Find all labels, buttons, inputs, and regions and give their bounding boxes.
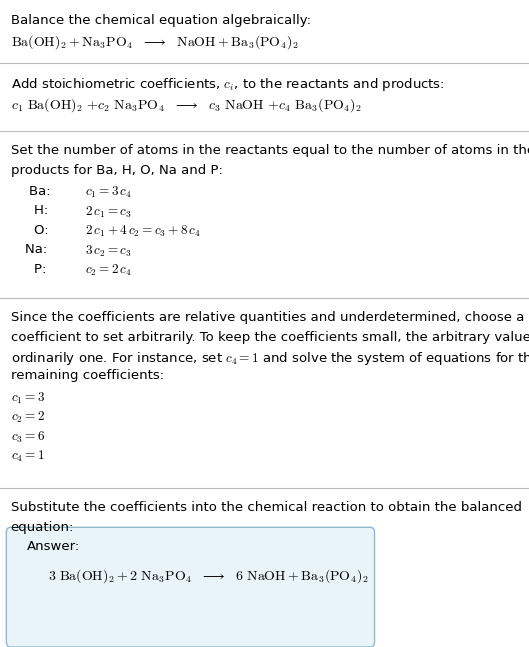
Text: Balance the chemical equation algebraically:: Balance the chemical equation algebraica… [11, 14, 311, 27]
Text: $c_4 = 1$: $c_4 = 1$ [11, 449, 44, 465]
Text: $c_1 = 3\,c_4$: $c_1 = 3\,c_4$ [85, 185, 131, 201]
Text: $c_3 = 6$: $c_3 = 6$ [11, 430, 44, 445]
Text: Since the coefficients are relative quantities and underdetermined, choose a: Since the coefficients are relative quan… [11, 311, 524, 324]
Text: H:: H: [34, 204, 53, 217]
Text: equation:: equation: [11, 521, 74, 534]
Text: coefficient to set arbitrarily. To keep the coefficients small, the arbitrary va: coefficient to set arbitrarily. To keep … [11, 331, 529, 344]
Text: remaining coefficients:: remaining coefficients: [11, 369, 163, 382]
Text: $c_1 = 3$: $c_1 = 3$ [11, 391, 44, 406]
Text: products for Ba, H, O, Na and P:: products for Ba, H, O, Na and P: [11, 164, 223, 177]
Text: $\mathrm{Ba(OH)_{2} + Na_{3}PO_{4}}$  $\longrightarrow$  $\mathrm{NaOH + Ba_{3}(: $\mathrm{Ba(OH)_{2} + Na_{3}PO_{4}}$ $\l… [11, 34, 298, 51]
Text: Set the number of atoms in the reactants equal to the number of atoms in the: Set the number of atoms in the reactants… [11, 144, 529, 157]
Text: Na:: Na: [25, 243, 52, 256]
Text: Substitute the coefficients into the chemical reaction to obtain the balanced: Substitute the coefficients into the che… [11, 501, 522, 514]
Text: ordinarily one. For instance, set $c_4 = 1$ and solve the system of equations fo: ordinarily one. For instance, set $c_4 =… [11, 350, 529, 367]
Text: $3\ \mathrm{Ba(OH)_{2}} + 2\ \mathrm{Na_{3}PO_{4}}$  $\longrightarrow$  $6\ \mat: $3\ \mathrm{Ba(OH)_{2}} + 2\ \mathrm{Na_… [48, 567, 368, 585]
Text: $3\,c_2 = c_3$: $3\,c_2 = c_3$ [85, 243, 131, 259]
Text: $2\,c_1 + 4\,c_2 = c_3 + 8\,c_4$: $2\,c_1 + 4\,c_2 = c_3 + 8\,c_4$ [85, 224, 200, 239]
Text: Add stoichiometric coefficients, $c_i$, to the reactants and products:: Add stoichiometric coefficients, $c_i$, … [11, 76, 444, 93]
Text: P:: P: [34, 263, 51, 276]
Text: O:: O: [34, 224, 53, 237]
Text: $c_1$ $\mathrm{Ba(OH)_{2}}$ $+ c_2$ $\mathrm{Na_{3}PO_{4}}$  $\longrightarrow$  : $c_1$ $\mathrm{Ba(OH)_{2}}$ $+ c_2$ $\ma… [11, 96, 362, 113]
Text: $c_2 = 2\,c_4$: $c_2 = 2\,c_4$ [85, 263, 131, 278]
Text: Answer:: Answer: [26, 540, 80, 553]
FancyBboxPatch shape [6, 527, 375, 647]
Text: $2\,c_1 = c_3$: $2\,c_1 = c_3$ [85, 204, 131, 220]
Text: $c_2 = 2$: $c_2 = 2$ [11, 410, 44, 426]
Text: Ba:: Ba: [29, 185, 55, 198]
